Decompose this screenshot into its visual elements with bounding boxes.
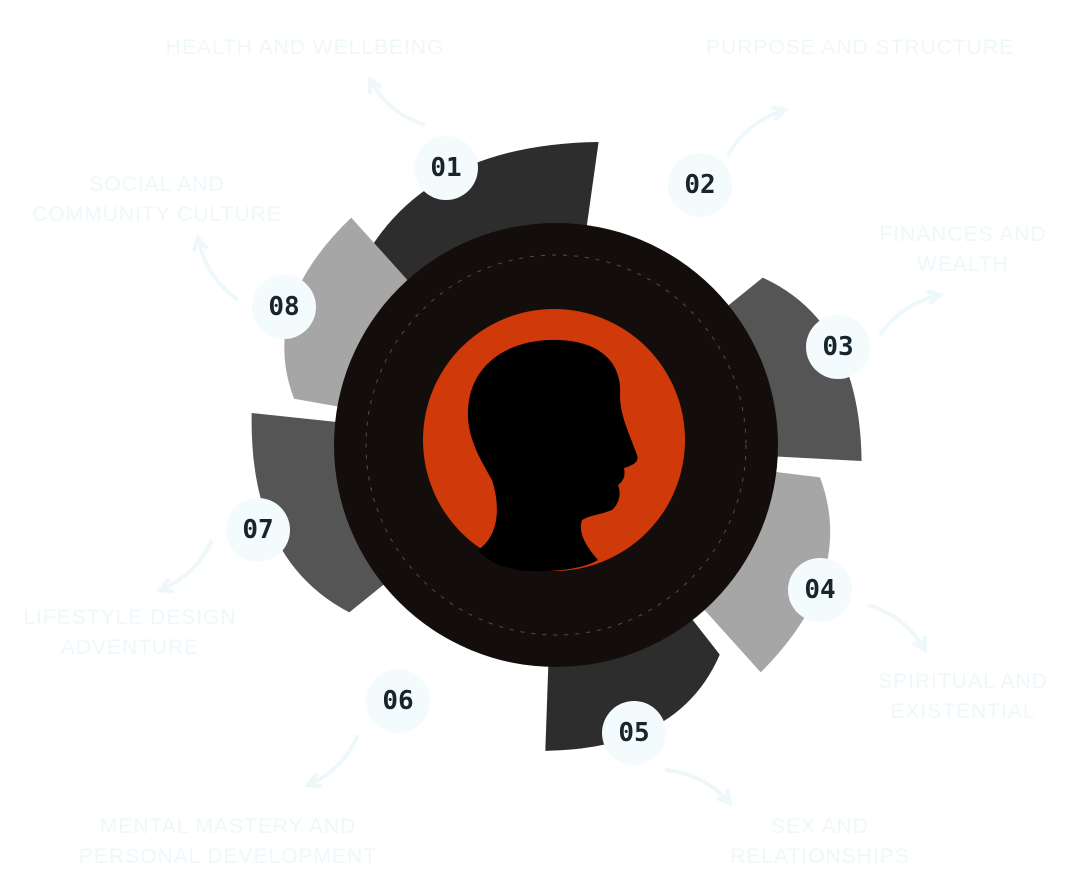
segment-05 <box>545 602 720 751</box>
label-line: FINANCES AND <box>879 223 1047 246</box>
arrow-01 <box>368 79 426 127</box>
label-05: SEX AND RELATIONSHIPS <box>730 812 909 872</box>
label-line: EXISTENTIAL <box>890 700 1036 723</box>
label-07: LIFESTYLE DESIGN ADVENTURE <box>23 603 236 663</box>
segment-08 <box>284 217 423 411</box>
label-line: LIFESTYLE DESIGN <box>23 606 237 629</box>
arrow-head-icon <box>367 76 383 95</box>
label-line: RELATIONSHIPS <box>730 845 910 868</box>
dashed-orbit <box>365 254 747 636</box>
label-line: SEX AND <box>770 815 870 838</box>
segment-04 <box>689 469 831 673</box>
head-silhouette-icon <box>467 339 638 572</box>
arrow-04 <box>867 603 927 651</box>
arrow-head-icon <box>716 788 733 807</box>
label-04: SPIRITUAL AND EXISTENTIAL <box>878 667 1048 727</box>
label-line: SOCIAL AND <box>89 173 225 196</box>
label-06: MENTAL MASTERY AND PERSONAL DEVELOPMENT <box>79 812 377 872</box>
label-03: FINANCES AND WEALTH <box>879 220 1046 280</box>
badge-04: 04 <box>788 558 852 622</box>
arrow-head-icon <box>156 577 175 594</box>
arrow-head-icon <box>912 635 928 654</box>
label-01: HEALTH AND WELLBEING <box>166 33 445 63</box>
label-line: ADVENTURE <box>60 636 200 659</box>
label-line: PERSONAL DEVELOPMENT <box>78 845 378 868</box>
label-08: SOCIAL AND COMMUNITY CULTURE <box>32 170 282 230</box>
label-line: WEALTH <box>917 253 1009 276</box>
segment-03 <box>711 277 862 462</box>
arrow-head-icon <box>191 233 209 252</box>
arrow-02 <box>726 108 786 156</box>
label-line: HEALTH AND WELLBEING <box>165 36 445 59</box>
arrow-head-icon <box>770 105 790 122</box>
badge-02: 02 <box>668 153 732 217</box>
badge-03: 03 <box>806 315 870 379</box>
arrow-08 <box>196 237 240 302</box>
label-02: PURPOSE AND STRUCTURE <box>706 33 1014 63</box>
badge-05: 05 <box>602 701 666 765</box>
arrow-03 <box>878 293 941 337</box>
arrow-head-icon <box>304 772 323 789</box>
segment-01 <box>361 141 599 309</box>
arrow-06 <box>307 734 360 787</box>
label-line: SPIRITUAL AND <box>878 670 1048 693</box>
badge-06: 06 <box>366 669 430 733</box>
badge-08: 08 <box>252 275 316 339</box>
badge-01: 01 <box>414 136 478 200</box>
label-line: COMMUNITY CULTURE <box>32 203 282 226</box>
segment-07 <box>251 413 401 613</box>
arrow-07 <box>159 539 214 592</box>
arrow-05 <box>664 768 732 805</box>
badge-07: 07 <box>226 498 290 562</box>
arrow-head-icon <box>926 289 945 306</box>
label-line: PURPOSE AND STRUCTURE <box>705 36 1015 59</box>
label-line: MENTAL MASTERY AND <box>99 815 357 838</box>
